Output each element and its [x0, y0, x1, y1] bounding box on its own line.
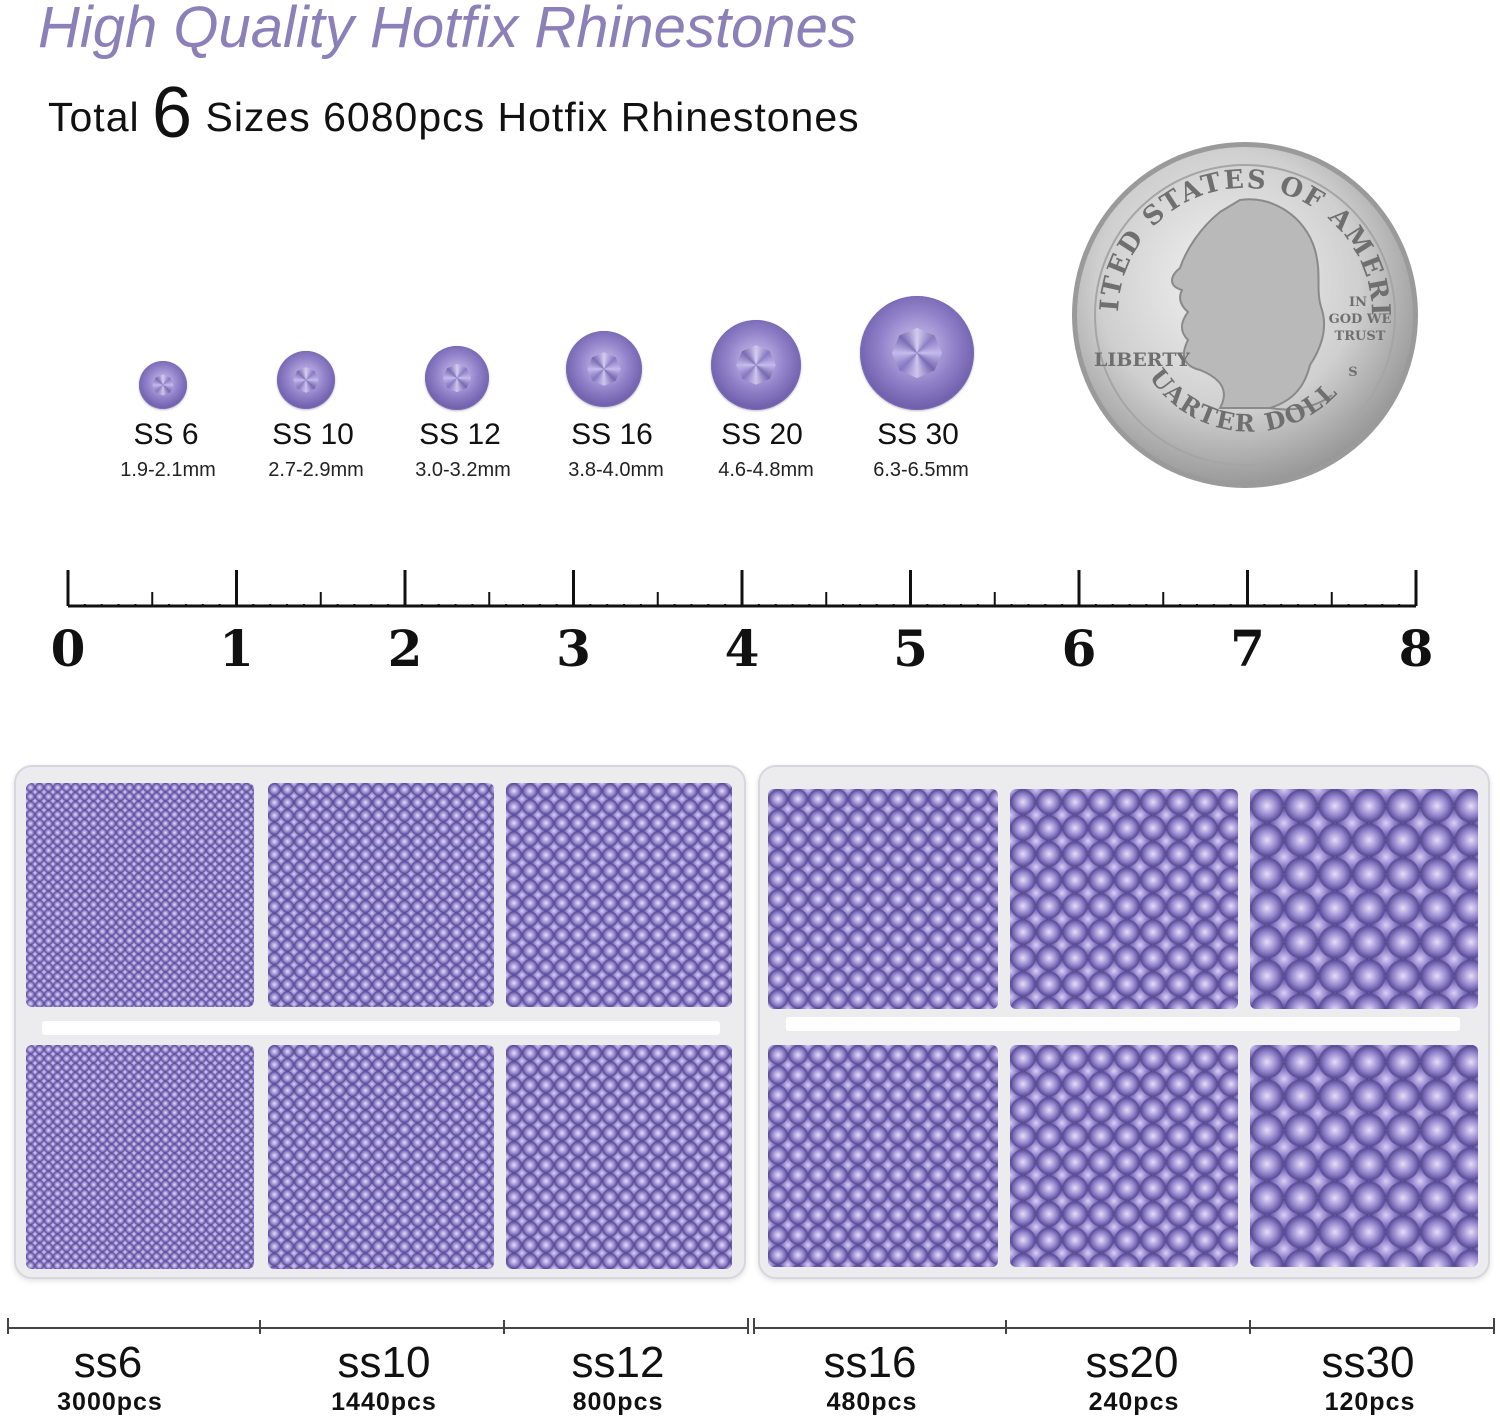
- rhinestone-icon: [711, 320, 801, 410]
- subheadline-prefix: Total: [48, 94, 140, 140]
- ruler-number: 2: [388, 619, 423, 678]
- compartment-count: 1440pcs: [331, 1388, 437, 1416]
- rhinestone-icon: [425, 346, 489, 410]
- compartment-count: 800pcs: [572, 1388, 664, 1416]
- size-label: SS 30: [877, 418, 959, 451]
- left-tray: [14, 765, 746, 1279]
- rhinestone-icon: [566, 331, 642, 407]
- compartment-name: ss16: [823, 1338, 917, 1387]
- compartment-name: ss6: [73, 1338, 143, 1387]
- size-label: SS 10: [272, 418, 354, 451]
- compartment-count: 480pcs: [826, 1388, 918, 1416]
- ruler-number: 5: [893, 619, 928, 678]
- size-mm: 3.8-4.0mm: [568, 459, 664, 481]
- ruler-number: 1: [219, 619, 254, 678]
- compartment-ss6-top: [26, 783, 254, 1007]
- size-mm: 1.9-2.1mm: [120, 459, 216, 481]
- compartment-ss12-top: [506, 783, 732, 1007]
- compartment-ss6-bottom: [26, 1045, 254, 1269]
- compartment-ss10-top: [268, 783, 494, 1007]
- size-label: SS 12: [419, 418, 501, 451]
- ruler-labels: 0 1 2 3 4 5 6 7 8: [51, 619, 1434, 678]
- ruler-ticks: [66, 570, 1418, 606]
- size-mm: 2.7-2.9mm: [268, 459, 364, 481]
- size-label: SS 6: [133, 418, 199, 451]
- rhinestone-icon: [139, 361, 187, 409]
- size-label: SS 16: [571, 418, 653, 451]
- ruler-number: 6: [1062, 619, 1097, 678]
- ruler-number: 4: [725, 619, 760, 678]
- compartment-count: 240pcs: [1088, 1388, 1180, 1416]
- compartment-ss30-bottom: [1250, 1045, 1478, 1267]
- compartment-ss30-top: [1250, 789, 1478, 1009]
- coin-motto-line: IN: [1349, 295, 1367, 310]
- subheadline-suffix: Sizes 6080pcs Hotfix Rhinestones: [205, 94, 860, 140]
- compartment-ss16-top: [768, 789, 998, 1009]
- compartment-name: ss20: [1085, 1338, 1179, 1387]
- size-mm: 6.3-6.5mm: [873, 459, 969, 481]
- coin-mint-mark: S: [1348, 365, 1357, 380]
- compartment-ss10-bottom: [268, 1045, 494, 1269]
- quarter-coin-icon: UNITED STATES OF AMERICA QUARTER DOLLAR …: [1070, 140, 1418, 488]
- ruler-icon: 0 1 2 3 4 5 6 7 8: [51, 570, 1434, 678]
- ruler-number: 8: [1399, 619, 1434, 678]
- size-mm: 3.0-3.2mm: [415, 459, 511, 481]
- ruler-number: 3: [556, 619, 591, 678]
- tray-divider: [786, 1017, 1460, 1031]
- compartment-ss16-bottom: [768, 1045, 998, 1267]
- rhinestone-icon: [277, 351, 335, 409]
- compartment-ss12-bottom: [506, 1045, 732, 1269]
- compartment-count: 120pcs: [1324, 1388, 1416, 1416]
- compartment-ss20-bottom: [1010, 1045, 1238, 1267]
- ruler-number: 0: [51, 619, 86, 678]
- size-mm: 4.6-4.8mm: [718, 459, 814, 481]
- compartment-name: ss30: [1321, 1338, 1415, 1387]
- headline: High Quality Hotfix Rhinestones: [38, 0, 857, 60]
- size-label: SS 20: [721, 418, 803, 451]
- coin-motto-line: GOD WE: [1329, 312, 1392, 327]
- compartment-count: 3000pcs: [57, 1388, 163, 1416]
- compartment-name: ss12: [571, 1338, 665, 1387]
- subheadline-number: 6: [152, 73, 194, 153]
- compartment-ss20-top: [1010, 789, 1238, 1009]
- right-tray: [758, 765, 1490, 1279]
- tray-divider: [42, 1021, 720, 1035]
- bottom-divider-line: [7, 1318, 1495, 1334]
- ruler-number: 7: [1230, 619, 1265, 678]
- compartment-name: ss10: [337, 1338, 431, 1387]
- rhinestone-icon: [860, 296, 974, 410]
- coin-liberty-text: LIBERTY: [1094, 349, 1190, 371]
- subheadline: Total 6 Sizes 6080pcs Hotfix Rhinestones: [48, 72, 860, 154]
- coin-motto-line: TRUST: [1335, 329, 1386, 344]
